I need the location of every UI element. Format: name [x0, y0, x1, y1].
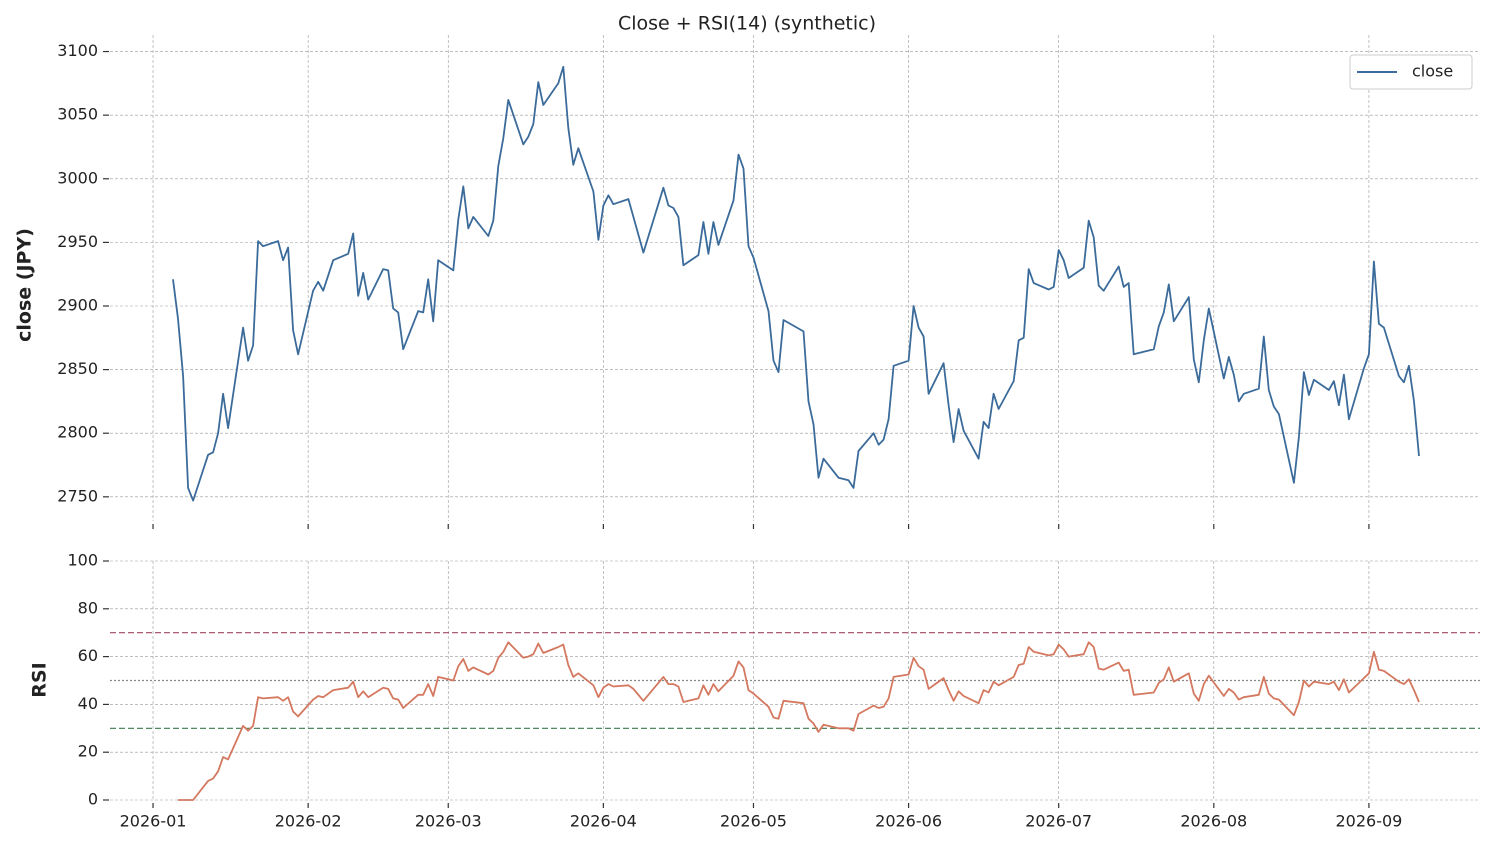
y-tick-label: 3050 — [57, 105, 98, 124]
x-tick-label: 2026-03 — [415, 812, 482, 831]
y-tick-label: 2800 — [57, 423, 98, 442]
x-tick-label: 2026-05 — [720, 812, 787, 831]
y-tick-label: 20 — [78, 742, 98, 761]
x-tick-label: 2026-02 — [275, 812, 342, 831]
x-tick-label: 2026-04 — [570, 812, 637, 831]
series-line — [178, 641, 1420, 801]
series-line — [172, 65, 1420, 502]
y-tick-label: 2950 — [57, 232, 98, 251]
y-tick-label: 40 — [78, 694, 98, 713]
y-tick-label: 80 — [78, 598, 98, 617]
y-axis-label: RSI — [29, 662, 51, 697]
x-tick-label: 2026-07 — [1025, 812, 1092, 831]
y-tick-label: 0 — [88, 790, 98, 809]
legend-box — [1349, 54, 1473, 90]
x-tick-label: 2026-06 — [875, 812, 942, 831]
x-tick-label: 2026-08 — [1180, 812, 1247, 831]
y-tick-label: 2900 — [57, 295, 98, 314]
y-tick-label: 3000 — [57, 168, 98, 187]
legend-label: close — [1412, 62, 1453, 81]
y-tick-label: 60 — [78, 646, 98, 665]
y-tick-label: 3100 — [57, 41, 98, 60]
x-tick-label: 2026-01 — [120, 812, 187, 831]
y-tick-label: 2850 — [57, 359, 98, 378]
y-tick-label: 100 — [67, 551, 98, 570]
y-tick-label: 2750 — [57, 486, 98, 505]
chart-title: Close + RSI(14) (synthetic) — [618, 13, 876, 35]
y-axis-label: close (JPY) — [14, 228, 36, 342]
x-tick-label: 2026-09 — [1335, 812, 1402, 831]
